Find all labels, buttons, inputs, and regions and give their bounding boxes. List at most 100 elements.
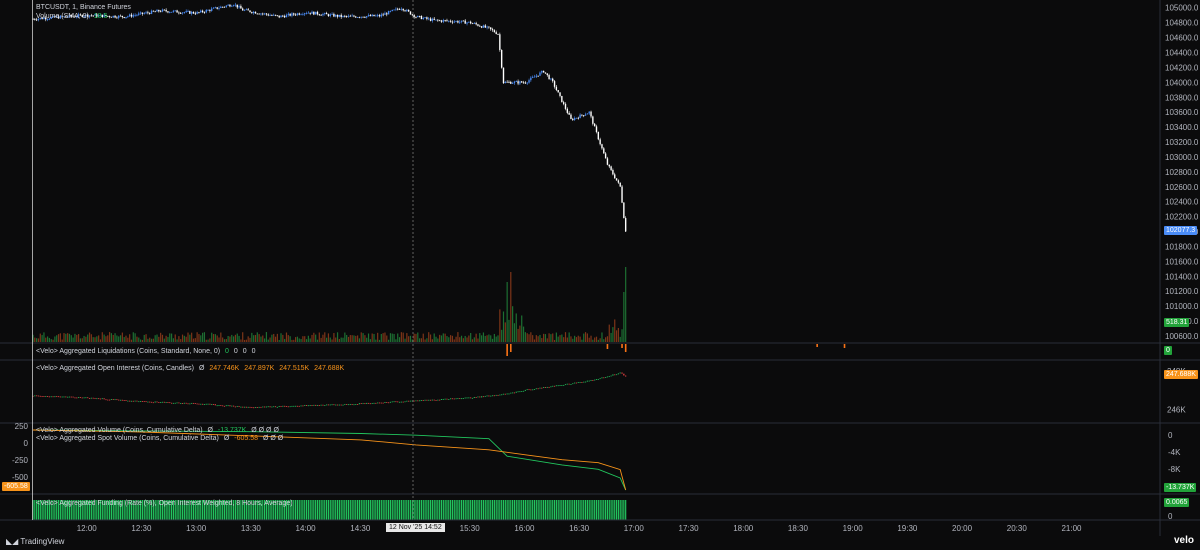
oi-candle xyxy=(395,401,397,403)
funding-legend[interactable]: <Velo> Aggregated Funding (Rate (%), Ope… xyxy=(36,500,293,507)
price-tick-label: 101600.0 xyxy=(1165,257,1199,266)
funding-bar xyxy=(192,500,195,520)
volume-bar xyxy=(502,311,505,342)
funding-bar xyxy=(437,500,439,520)
volume-bar xyxy=(437,338,439,342)
oi-candle xyxy=(464,397,466,399)
funding-bar xyxy=(223,500,226,520)
candle-body xyxy=(511,83,514,84)
volume-bar xyxy=(130,339,133,342)
candle-body xyxy=(172,10,175,12)
oi-candle xyxy=(546,386,548,388)
volume-bar xyxy=(48,337,51,342)
volume-bar xyxy=(579,336,581,342)
funding-bar xyxy=(147,500,149,520)
volume-bar xyxy=(189,334,191,342)
oi-candle xyxy=(167,402,169,403)
oi-candle xyxy=(59,396,61,398)
volume-bar xyxy=(231,334,233,342)
volume-bar xyxy=(200,335,202,342)
candle-body xyxy=(50,17,52,19)
funding-bar xyxy=(57,500,60,520)
volume-legend[interactable]: Volume (SMA, 9) 18.5 xyxy=(36,13,108,20)
volume-bar xyxy=(577,335,579,342)
funding-bar xyxy=(163,500,165,520)
candle-body xyxy=(335,14,337,17)
volume-bar xyxy=(192,338,195,342)
funding-bars xyxy=(32,500,627,520)
candle-body xyxy=(623,202,625,219)
liquidations-legend-label: <Velo> Aggregated Liquidations (Coins, S… xyxy=(36,348,221,355)
oi-candle xyxy=(508,393,510,395)
candle-body xyxy=(119,15,122,17)
volume-bar xyxy=(74,333,76,342)
volume-bar xyxy=(377,332,379,342)
funding-bar xyxy=(214,500,216,520)
candle-body xyxy=(342,15,344,18)
oi-candle xyxy=(90,397,92,399)
funding-bar xyxy=(369,500,371,520)
tradingview-logo[interactable]: ◣◢ TradingView xyxy=(6,537,65,546)
oi-candle xyxy=(450,398,452,400)
candle-body xyxy=(524,82,527,84)
candle-body xyxy=(407,9,410,12)
candle-body xyxy=(289,13,291,16)
candle-body xyxy=(280,15,282,18)
volume-bar xyxy=(391,333,393,342)
candle-body xyxy=(340,14,342,18)
oi-candle xyxy=(521,391,523,392)
open-interest-legend[interactable]: <Velo> Aggregated Open Interest (Coins, … xyxy=(36,365,344,372)
volume-bar xyxy=(519,325,521,342)
volume-bar xyxy=(63,333,65,342)
candle-body xyxy=(309,12,311,14)
candle-body xyxy=(621,186,623,203)
volume-bar xyxy=(132,332,134,342)
volume-bar xyxy=(191,332,193,342)
funding-bar xyxy=(326,500,328,520)
volume-bar xyxy=(347,336,350,342)
oi-candle xyxy=(533,389,536,390)
oi-candle xyxy=(406,400,408,402)
funding-bar xyxy=(333,500,335,520)
candle-body xyxy=(57,16,60,19)
funding-bar xyxy=(327,500,330,520)
volume-delta-legend[interactable]: <Velo> Aggregated Volume (Coins, Cumulat… xyxy=(36,427,279,434)
volume-bar xyxy=(59,333,61,342)
volume-bar xyxy=(99,339,102,342)
volume-bar xyxy=(309,338,311,342)
oi-candle xyxy=(118,399,120,401)
funding-bar xyxy=(205,500,207,520)
oi-candle xyxy=(289,406,291,408)
funding-bar xyxy=(289,500,291,520)
oi-candle xyxy=(617,373,619,375)
candle-body xyxy=(460,20,463,22)
volume-bar xyxy=(96,336,98,342)
candle-body xyxy=(56,16,58,18)
volume-bar xyxy=(393,333,395,342)
candle-body xyxy=(429,18,432,21)
candle-body xyxy=(231,5,233,7)
funding-bar xyxy=(132,500,134,520)
candle-body xyxy=(513,81,516,84)
volume-bar xyxy=(561,334,563,342)
oi-candle xyxy=(468,397,470,399)
volume-bar xyxy=(267,339,269,342)
spot-delta-legend[interactable]: <Velo> Aggregated Spot Volume (Coins, Cu… xyxy=(36,435,283,442)
candle-body xyxy=(459,21,461,23)
candle-body xyxy=(561,95,563,103)
volume-bar xyxy=(57,334,60,342)
candle-body xyxy=(176,10,178,13)
volume-bar xyxy=(488,334,490,342)
liquidations-legend[interactable]: <Velo> Aggregated Liquidations (Coins, S… xyxy=(36,348,256,355)
oi-candle xyxy=(373,402,375,404)
funding-bar xyxy=(251,500,253,520)
candle-body xyxy=(469,21,472,24)
oi-candle xyxy=(194,403,196,404)
symbol-legend[interactable]: BTCUSDT, 1, Binance Futures xyxy=(36,4,131,11)
funding-bar xyxy=(74,500,76,520)
funding-bar xyxy=(238,500,240,520)
volume-bar xyxy=(165,335,167,342)
volume-bar xyxy=(265,332,268,342)
candle-body xyxy=(533,76,536,78)
